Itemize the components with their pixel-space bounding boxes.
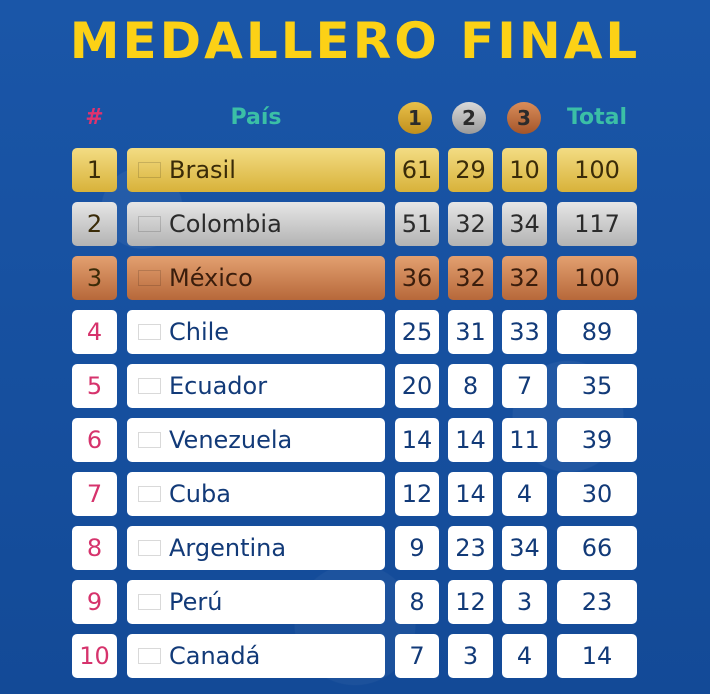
bronze-count: 4 [502,472,547,516]
bronze-count: 4 [502,634,547,678]
total-count: 39 [557,418,637,462]
rank-cell: 10 [72,634,117,678]
gold-count: 61 [395,148,439,192]
gold-count: 8 [395,580,439,624]
silver-count: 14 [448,472,493,516]
country-cell: Colombia [127,202,385,246]
peru-flag-icon [138,594,161,610]
country-cell: Chile [127,310,385,354]
total-count: 89 [557,310,637,354]
argentina-flag-icon [138,540,161,556]
rank-cell: 8 [72,526,117,570]
bronze-count: 11 [502,418,547,462]
bronze-count: 34 [502,526,547,570]
country-name: Ecuador [169,372,268,400]
table-row: 10 Canadá 7 3 4 14 [0,634,710,678]
cuba-flag-icon [138,486,161,502]
total-count: 35 [557,364,637,408]
gold-count: 14 [395,418,439,462]
silver-count: 23 [448,526,493,570]
gold-count: 7 [395,634,439,678]
canada-flag-icon [138,648,161,664]
country-name: Argentina [169,534,287,562]
silver-count: 31 [448,310,493,354]
country-cell: Canadá [127,634,385,678]
rank-cell: 9 [72,580,117,624]
bronze-count: 10 [502,148,547,192]
silver-medal-icon: 2 [452,102,486,134]
rank-cell: 1 [72,148,117,192]
silver-count: 12 [448,580,493,624]
country-cell: Cuba [127,472,385,516]
mexico-flag-icon [138,270,161,286]
table-row: 1 Brasil 61 29 10 100 [0,148,710,192]
country-name: Cuba [169,480,231,508]
bronze-count: 34 [502,202,547,246]
venezuela-flag-icon [138,432,161,448]
rank-cell: 2 [72,202,117,246]
total-header: Total [566,105,628,130]
country-cell: Brasil [127,148,385,192]
gold-medal-icon: 1 [398,102,432,134]
country-cell: Ecuador [127,364,385,408]
total-count: 117 [557,202,637,246]
country-cell: Venezuela [127,418,385,462]
gold-count: 9 [395,526,439,570]
table-row: 4 Chile 25 31 33 89 [0,310,710,354]
gold-count: 36 [395,256,439,300]
table-row: 8 Argentina 9 23 34 66 [0,526,710,570]
silver-count: 29 [448,148,493,192]
bronze-count: 7 [502,364,547,408]
total-count: 100 [557,256,637,300]
table-row: 7 Cuba 12 14 4 30 [0,472,710,516]
total-count: 14 [557,634,637,678]
bronze-medal-icon: 3 [507,102,541,134]
brazil-flag-icon [138,162,161,178]
country-name: Colombia [169,210,282,238]
table-row: 2 Colombia 51 32 34 117 [0,202,710,246]
country-name: Chile [169,318,230,346]
silver-count: 14 [448,418,493,462]
page-title: MEDALLERO FINAL [69,12,641,70]
country-name: Canadá [169,642,261,670]
total-count: 100 [557,148,637,192]
rank-cell: 6 [72,418,117,462]
rank-cell: 3 [72,256,117,300]
bronze-count: 32 [502,256,547,300]
country-name: Perú [169,588,223,616]
ecuador-flag-icon [138,378,161,394]
bronze-count: 3 [502,580,547,624]
table-row: 6 Venezuela 14 14 11 39 [0,418,710,462]
gold-count: 12 [395,472,439,516]
chile-flag-icon [138,324,161,340]
silver-count: 8 [448,364,493,408]
gold-count: 20 [395,364,439,408]
country-name: Brasil [169,156,236,184]
rank-cell: 7 [72,472,117,516]
total-count: 30 [557,472,637,516]
table-row: 5 Ecuador 20 8 7 35 [0,364,710,408]
gold-count: 25 [395,310,439,354]
country-header: País [230,105,282,130]
silver-count: 3 [448,634,493,678]
total-count: 66 [557,526,637,570]
country-cell: Argentina [127,526,385,570]
colombia-flag-icon [138,216,161,232]
country-name: Venezuela [169,426,293,454]
silver-count: 32 [448,256,493,300]
silver-count: 32 [448,202,493,246]
total-count: 23 [557,580,637,624]
country-cell: Perú [127,580,385,624]
country-cell: México [127,256,385,300]
rank-header: # [85,105,104,130]
rank-cell: 5 [72,364,117,408]
table-row: 9 Perú 8 12 3 23 [0,580,710,624]
bronze-count: 33 [502,310,547,354]
gold-count: 51 [395,202,439,246]
table-row: 3 México 36 32 32 100 [0,256,710,300]
rank-cell: 4 [72,310,117,354]
country-name: México [169,264,253,292]
